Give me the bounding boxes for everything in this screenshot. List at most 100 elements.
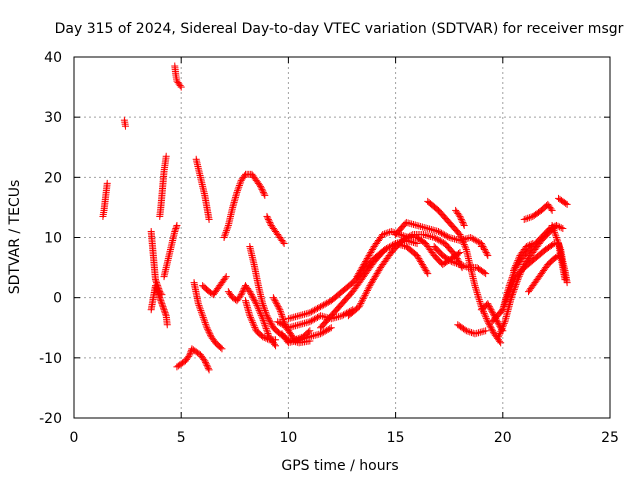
data-point: [436, 237, 444, 245]
data-point: [447, 258, 455, 266]
data-point: [103, 179, 111, 187]
data-point: [286, 323, 294, 331]
data-point: [423, 231, 431, 239]
y-tick-label: 0: [53, 291, 62, 307]
data-point: [508, 273, 516, 281]
data-point: [427, 225, 435, 233]
data-point: [293, 312, 301, 320]
data-point: [307, 308, 315, 316]
x-tick-label: 0: [70, 430, 79, 446]
data-point: [431, 226, 439, 234]
data-point: [368, 246, 376, 254]
data-point: [254, 305, 262, 313]
data-point: [160, 306, 168, 314]
data-point: [364, 285, 372, 293]
data-point: [411, 221, 419, 229]
data-point: [551, 228, 559, 236]
data-point: [302, 334, 310, 342]
data-point: [302, 310, 310, 318]
data-point: [154, 282, 162, 290]
data-point: [160, 304, 168, 312]
data-point: [247, 291, 255, 299]
axis-ticks: [73, 56, 611, 419]
data-point: [514, 257, 522, 265]
data-point: [356, 301, 364, 309]
data-point: [406, 219, 414, 227]
data-point: [261, 307, 269, 315]
data-point: [249, 318, 257, 326]
data-point: [247, 315, 255, 323]
data-point: [456, 212, 464, 220]
data-point: [418, 259, 426, 267]
data-point: [317, 312, 325, 320]
data-point: [524, 214, 532, 222]
data-point: [408, 220, 416, 228]
data-point: [159, 303, 167, 311]
data-point: [249, 294, 257, 302]
data-point: [488, 307, 496, 315]
data-point: [473, 289, 481, 297]
data-point: [471, 330, 479, 338]
data-point: [354, 271, 362, 279]
data-point: [324, 325, 332, 333]
data-point: [259, 315, 267, 323]
data-point: [413, 252, 421, 260]
data-point: [200, 355, 208, 363]
data-point: [264, 313, 272, 321]
data-point: [300, 334, 308, 342]
data-point: [520, 215, 528, 223]
data-point: [264, 215, 272, 223]
data-point: [293, 321, 301, 329]
data-point: [549, 241, 557, 249]
data-point: [520, 262, 528, 270]
data-point: [259, 187, 267, 195]
data-point: [494, 319, 502, 327]
y-tick-label: -10: [39, 351, 62, 367]
data-point: [355, 270, 363, 278]
data-point: [334, 313, 342, 321]
data-point: [311, 331, 319, 339]
data-point: [487, 306, 495, 314]
data-point: [257, 184, 265, 192]
data-points: [99, 62, 571, 374]
data-point: [234, 187, 242, 195]
data-point: [217, 344, 225, 352]
data-point: [487, 324, 495, 332]
data-point: [480, 327, 488, 335]
data-point: [297, 311, 305, 319]
data-point: [360, 293, 368, 301]
data-point: [309, 316, 317, 324]
data-point: [368, 279, 376, 287]
data-point: [372, 271, 380, 279]
data-point: [279, 238, 287, 246]
data-point: [237, 291, 245, 299]
data-point: [475, 294, 483, 302]
data-point: [310, 315, 318, 323]
data-point: [462, 244, 470, 252]
data-point: [358, 298, 366, 306]
series-arc-26: [430, 243, 490, 278]
data-point: [200, 315, 208, 323]
data-point: [384, 229, 392, 237]
data-point: [367, 280, 375, 288]
data-point: [224, 223, 232, 231]
data-point: [467, 329, 475, 337]
data-point: [257, 182, 265, 190]
data-point: [471, 283, 479, 291]
data-point: [415, 255, 423, 263]
data-point: [236, 180, 244, 188]
data-point: [420, 223, 428, 231]
data-point: [557, 224, 565, 232]
data-point: [445, 234, 453, 241]
data-point: [357, 299, 365, 307]
data-point: [526, 241, 534, 249]
data-point: [480, 309, 488, 317]
data-point: [404, 219, 412, 227]
data-point: [516, 271, 524, 279]
data-point: [236, 292, 244, 300]
data-point: [512, 260, 520, 268]
data-point: [458, 217, 466, 225]
data-point: [172, 223, 180, 231]
data-point: [273, 301, 281, 309]
data-point: [550, 227, 558, 235]
